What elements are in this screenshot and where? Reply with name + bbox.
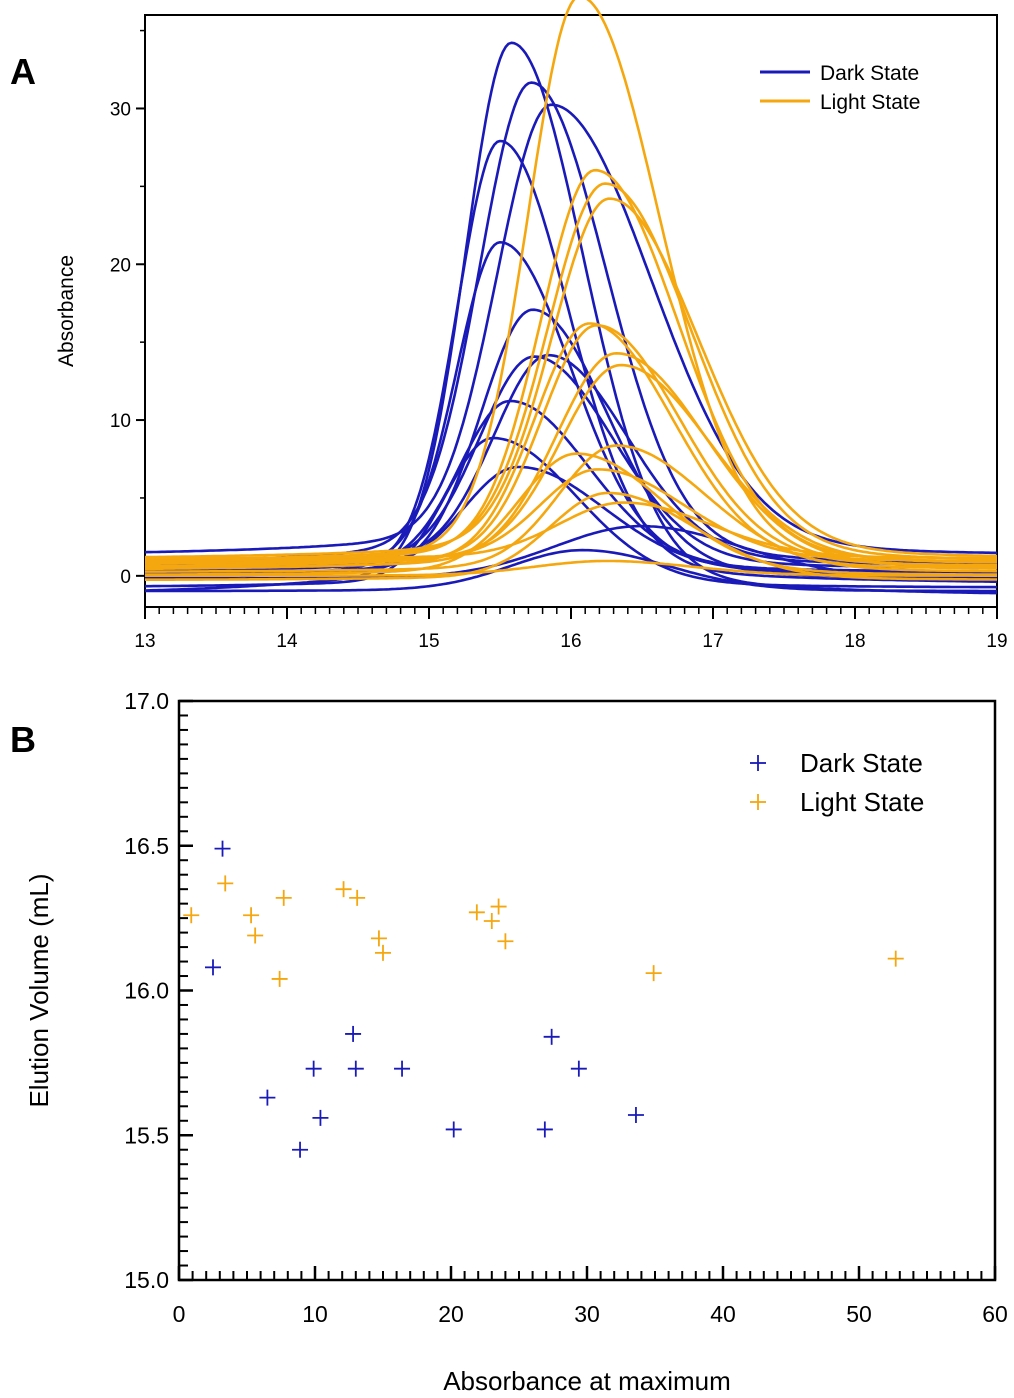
- light-state-point: [490, 898, 507, 915]
- chart-b: 0 10 20 30 40 50 60 15.0 15.5 16.0 16.5 17.0 Absorba…: [24, 688, 1008, 1396]
- light-state-point: [217, 875, 234, 892]
- dark-state-point: [259, 1089, 276, 1106]
- light-state-curve-12: [145, 501, 997, 560]
- legend-label-b-0: Dark State: [800, 748, 923, 778]
- panel-label-a: A: [10, 51, 36, 92]
- x-tick-label-b: 0: [173, 1301, 186, 1327]
- light-state-point: [375, 944, 391, 961]
- light-state-point: [271, 970, 288, 987]
- y-tick-label-b: 17.0: [124, 688, 169, 714]
- legend-marker-b-1: [750, 794, 766, 810]
- x-tick-label-a: 15: [418, 631, 439, 652]
- dark-state-curve-7: [144, 353, 997, 566]
- dark-state-curve-9: [145, 436, 998, 589]
- light-state-curve-5: [145, 323, 997, 568]
- y-axis-label-a: Absorbance: [55, 255, 78, 367]
- light-state-point: [468, 904, 485, 921]
- light-state-curve-7: [144, 363, 997, 565]
- x-tick-label-a: 13: [134, 631, 155, 652]
- x-tick-label-a: 14: [276, 631, 298, 652]
- x-tick-label-b: 30: [574, 1301, 600, 1327]
- light-state-point: [275, 889, 292, 906]
- x-tick-label-b: 10: [302, 1301, 328, 1327]
- light-state-point: [497, 933, 514, 950]
- dark-state-point: [536, 1121, 553, 1138]
- chart-a: 13 14 15 16 17 18 19 0 10 20 30 Absorbance Dark Stat…: [55, 0, 1008, 652]
- y-tick-label-b: 15.5: [124, 1122, 169, 1148]
- y-tick-label-b: 16.0: [124, 978, 169, 1004]
- y-tick-label-a: 10: [110, 411, 131, 432]
- light-state-point: [887, 950, 904, 967]
- light-state-point: [335, 881, 352, 898]
- light-state-point: [370, 930, 387, 947]
- light-state-curve-0: [144, 0, 998, 569]
- light-state-curve-10: [145, 491, 997, 582]
- dark-state-point: [292, 1141, 309, 1158]
- dark-state-curve-12: [145, 548, 997, 593]
- x-tick-label-b: 40: [710, 1301, 736, 1327]
- legend-b: Dark State Light State: [750, 748, 924, 817]
- x-tick-label-b: 60: [982, 1301, 1008, 1327]
- dark-state-point: [570, 1060, 587, 1077]
- y-tick-label-a: 0: [120, 567, 131, 588]
- legend-label-a-1: Light State: [820, 91, 920, 114]
- light-state-point: [349, 889, 366, 906]
- dark-state-point: [543, 1028, 560, 1045]
- light-state-point: [183, 907, 200, 924]
- x-tick-label-a: 17: [702, 631, 723, 652]
- dark-state-point: [214, 840, 231, 857]
- dark-state-curve-6: [145, 355, 997, 570]
- x-axis-label-b: Absorbance at maximum: [443, 1366, 731, 1396]
- dark-state-point: [347, 1060, 364, 1077]
- light-state-curve-6: [144, 351, 998, 570]
- legend-label-a-0: Dark State: [820, 62, 919, 85]
- legend-label-b-1: Light State: [800, 787, 924, 817]
- y-tick-label-b: 16.5: [124, 833, 169, 859]
- light-state-curve-3: [145, 197, 998, 559]
- light-state-curve-8: [145, 452, 997, 576]
- legend-marker-b-0: [750, 755, 766, 771]
- dark-state-point: [627, 1106, 644, 1123]
- y-axis-label-b: Elution Volume (mL): [24, 873, 54, 1107]
- y-tick-label-a: 30: [110, 99, 131, 120]
- x-tick-label-a: 16: [560, 631, 581, 652]
- panel-label-b: B: [10, 719, 36, 760]
- light-state-point: [483, 913, 500, 930]
- light-state-curve-11: [145, 468, 997, 563]
- dark-state-point: [205, 959, 221, 976]
- dark-state-curve-8: [145, 399, 997, 573]
- light-state-curve-13: [145, 559, 997, 578]
- dark-state-point: [345, 1025, 362, 1042]
- dark-state-point: [312, 1109, 329, 1126]
- dark-state-point: [305, 1060, 322, 1077]
- light-state-point: [243, 907, 260, 924]
- y-tick-label-a: 20: [110, 255, 131, 276]
- light-state-point: [247, 927, 264, 944]
- y-tick-label-b: 15.0: [124, 1267, 169, 1293]
- x-tick-label-b: 20: [438, 1301, 464, 1327]
- dark-state-point: [394, 1060, 411, 1077]
- dark-state-point: [445, 1121, 462, 1138]
- legend-a: Dark State Light State: [760, 62, 920, 114]
- x-tick-label-a: 19: [986, 631, 1007, 652]
- light-state-point: [645, 965, 662, 982]
- x-tick-label-a: 18: [844, 631, 865, 652]
- x-tick-label-b: 50: [846, 1301, 872, 1327]
